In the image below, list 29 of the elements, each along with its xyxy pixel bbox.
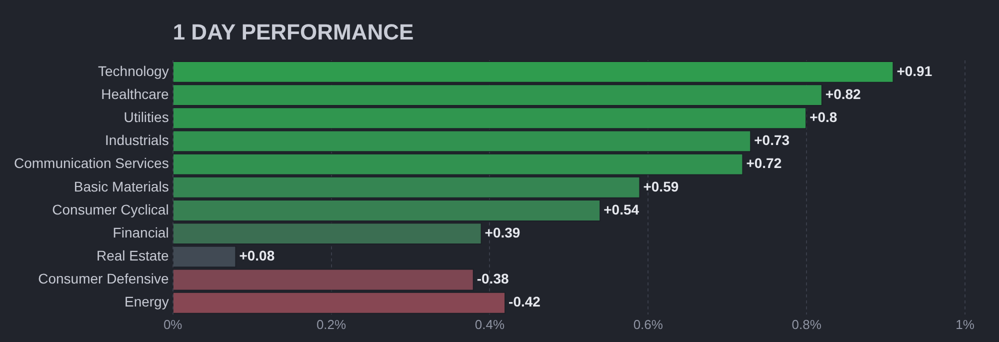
y-tick-label: Financial: [112, 224, 169, 240]
chart-title: 1 DAY PERFORMANCE: [172, 19, 414, 44]
data-label: -0.42: [508, 294, 541, 310]
y-tick-label: Industrials: [105, 132, 169, 148]
data-label: +0.72: [746, 155, 782, 172]
x-tick-label: 0.2%: [316, 316, 347, 332]
x-tick-label: 1%: [956, 316, 975, 332]
y-tick-label: Communication Services: [14, 155, 169, 172]
data-label: +0.8: [810, 108, 838, 125]
data-label: -0.38: [476, 270, 509, 287]
y-tick-label: Energy: [124, 294, 169, 310]
data-label: +0.54: [604, 201, 640, 218]
data-label: +0.73: [754, 132, 790, 148]
y-tick-label: Technology: [98, 62, 169, 79]
y-tick-label: Basic Materials: [74, 178, 169, 194]
x-tick-label: 0.4%: [474, 316, 505, 332]
y-tick-label: Consumer Cyclical: [52, 201, 169, 218]
data-label: +0.91: [896, 62, 932, 79]
y-tick-label: Real Estate: [96, 248, 170, 264]
y-tick-label: Consumer Defensive: [38, 270, 170, 287]
x-tick-label: 0%: [163, 316, 183, 332]
data-label: +0.39: [484, 224, 520, 240]
data-label: +0.08: [239, 248, 275, 264]
data-label: +0.82: [825, 86, 862, 102]
y-tick-label: Utilities: [124, 108, 169, 125]
data-label: +0.59: [643, 178, 679, 194]
x-tick-label: 0.6%: [633, 316, 664, 332]
x-tick-label: 0.8%: [792, 316, 822, 332]
y-tick-label: Healthcare: [101, 86, 170, 102]
